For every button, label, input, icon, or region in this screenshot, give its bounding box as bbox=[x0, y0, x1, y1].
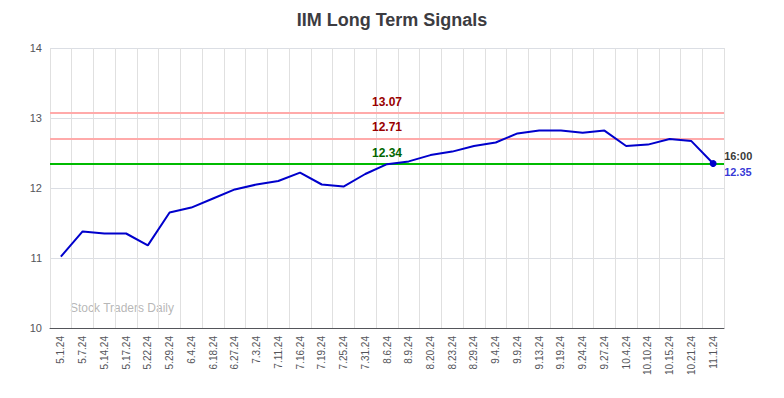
svg-text:8.23.24: 8.23.24 bbox=[447, 336, 458, 370]
svg-text:IIM Long Term Signals: IIM Long Term Signals bbox=[297, 10, 488, 30]
svg-text:10: 10 bbox=[30, 322, 42, 334]
svg-text:9.9.24: 9.9.24 bbox=[512, 336, 523, 364]
svg-text:13: 13 bbox=[30, 112, 42, 124]
svg-text:14: 14 bbox=[30, 42, 42, 54]
svg-text:5.1.24: 5.1.24 bbox=[55, 336, 66, 364]
svg-text:8.20.24: 8.20.24 bbox=[425, 336, 436, 370]
svg-text:9.4.24: 9.4.24 bbox=[490, 336, 501, 364]
svg-text:6.4.24: 6.4.24 bbox=[186, 336, 197, 364]
svg-text:7.31.24: 7.31.24 bbox=[360, 336, 371, 370]
svg-text:5.22.24: 5.22.24 bbox=[142, 336, 153, 370]
svg-text:8.6.24: 8.6.24 bbox=[382, 336, 393, 364]
svg-text:7.16.24: 7.16.24 bbox=[295, 336, 306, 370]
svg-text:7.19.24: 7.19.24 bbox=[316, 336, 327, 370]
svg-text:9.24.24: 9.24.24 bbox=[577, 336, 588, 370]
svg-text:10.21.24: 10.21.24 bbox=[686, 336, 697, 375]
svg-text:5.14.24: 5.14.24 bbox=[99, 336, 110, 370]
svg-text:13.07: 13.07 bbox=[372, 95, 402, 109]
svg-text:12.34: 12.34 bbox=[372, 146, 402, 160]
svg-text:10.10.24: 10.10.24 bbox=[642, 336, 653, 375]
svg-text:16:00: 16:00 bbox=[724, 150, 752, 162]
svg-text:8.29.24: 8.29.24 bbox=[468, 336, 479, 370]
svg-text:8.9.24: 8.9.24 bbox=[403, 336, 414, 364]
svg-text:9.27.24: 9.27.24 bbox=[599, 336, 610, 370]
svg-text:10.15.24: 10.15.24 bbox=[664, 336, 675, 375]
svg-text:6.18.24: 6.18.24 bbox=[208, 336, 219, 370]
svg-text:5.7.24: 5.7.24 bbox=[77, 336, 88, 364]
svg-text:7.3.24: 7.3.24 bbox=[251, 336, 262, 364]
svg-text:9.19.24: 9.19.24 bbox=[555, 336, 566, 370]
svg-text:10.4.24: 10.4.24 bbox=[621, 336, 632, 370]
svg-text:7.11.24: 7.11.24 bbox=[273, 336, 284, 369]
svg-text:7.25.24: 7.25.24 bbox=[338, 336, 349, 370]
svg-text:12.71: 12.71 bbox=[372, 120, 402, 134]
svg-text:12.35: 12.35 bbox=[724, 166, 752, 178]
svg-text:Stock Traders Daily: Stock Traders Daily bbox=[70, 301, 174, 315]
svg-text:12: 12 bbox=[30, 182, 42, 194]
svg-text:5.29.24: 5.29.24 bbox=[164, 336, 175, 370]
svg-text:11: 11 bbox=[31, 252, 42, 264]
svg-text:9.13.24: 9.13.24 bbox=[534, 336, 545, 370]
svg-text:6.27.24: 6.27.24 bbox=[229, 336, 240, 370]
svg-text:5.17.24: 5.17.24 bbox=[121, 336, 132, 370]
svg-text:11.1.24: 11.1.24 bbox=[708, 336, 719, 369]
